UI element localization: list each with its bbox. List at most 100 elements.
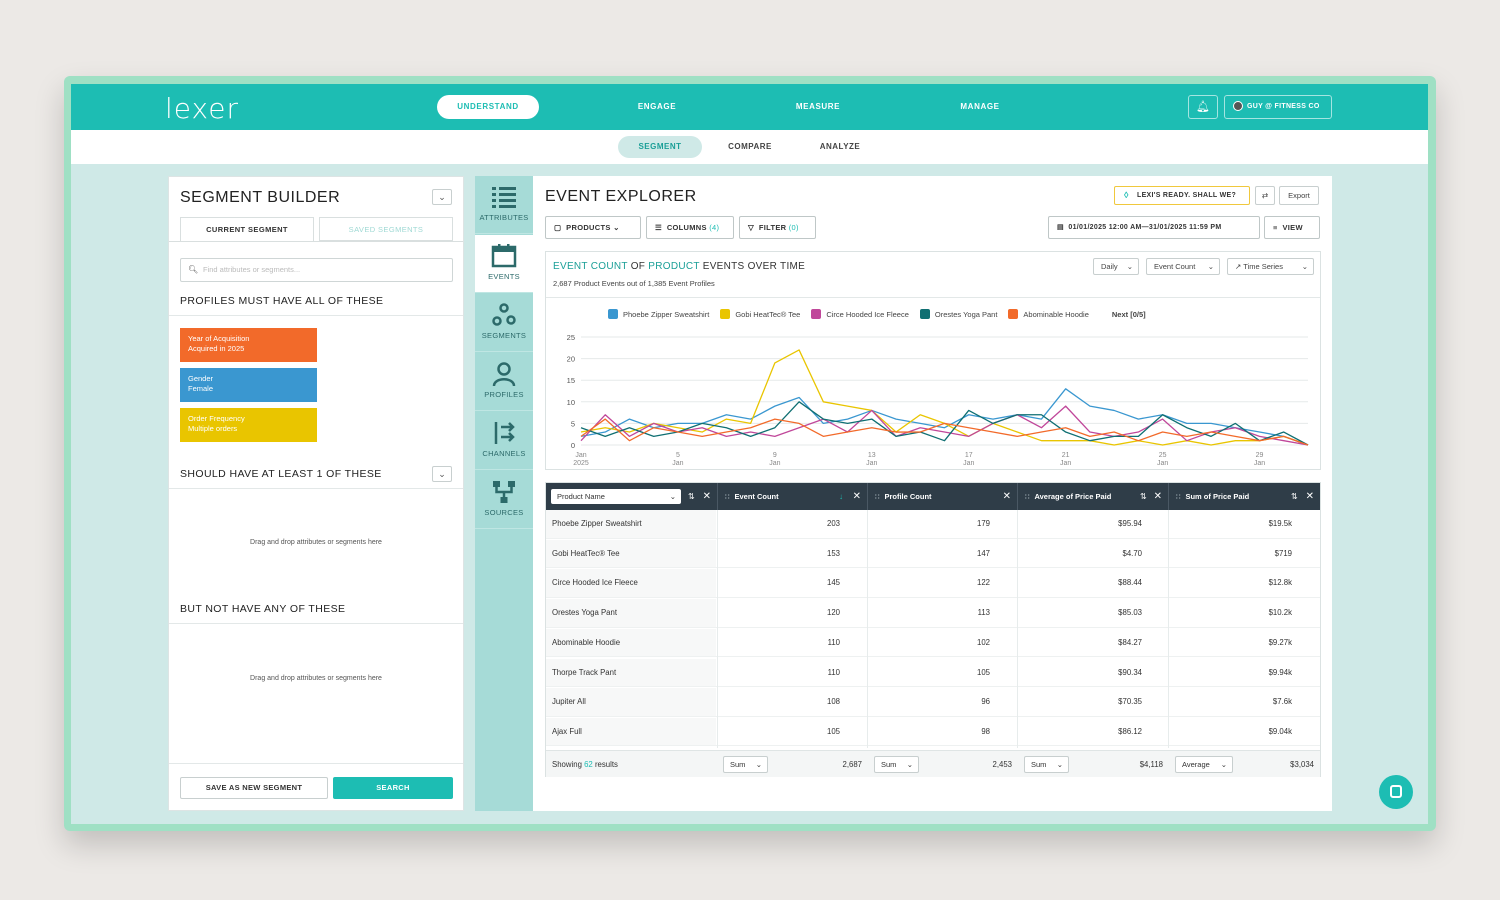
- table-row[interactable]: Ajax Full 105 98 $86.12 $9.04k: [546, 717, 1320, 747]
- x-tick-label: 13: [868, 452, 876, 459]
- legend-item[interactable]: Phoebe Zipper Sweatshirt: [608, 309, 709, 319]
- agg-select-event-count[interactable]: Sum ⌄: [723, 756, 768, 773]
- date-range-picker[interactable]: ▤ 01/01/2025 12:00 AM—31/01/2025 11:59 P…: [1048, 216, 1260, 239]
- products-dropdown[interactable]: ▢ PRODUCTS ⌄: [545, 216, 641, 239]
- agg-select-sum-price[interactable]: Average ⌄: [1175, 756, 1233, 773]
- not-drop-zone[interactable]: Drag and drop attributes or segments her…: [250, 675, 382, 682]
- filter-button[interactable]: ▽ FILTER (0): [739, 216, 816, 239]
- chevron-down-icon: ⌄: [1220, 760, 1227, 769]
- notifications-bell-icon[interactable]: 🔔︎: [1188, 95, 1218, 119]
- table-header: Product Name ⌄ ⇅ ✕ ∷ Event Count ↓ ✕ ∷ Profile…: [546, 483, 1320, 510]
- swap-icon[interactable]: ⇄: [1255, 186, 1275, 205]
- agg-select-average-price[interactable]: Sum ⌄: [1024, 756, 1069, 773]
- rail-sources[interactable]: SOURCES: [475, 471, 533, 529]
- tab-compare[interactable]: COMPARE: [728, 142, 772, 151]
- chip-order-frequency[interactable]: Order Frequency Multiple orders: [180, 408, 317, 442]
- sort-desc-icon: ↓: [839, 492, 843, 501]
- table-cell: $88.44: [1118, 578, 1142, 588]
- col-product-name[interactable]: Product Name ⌄ ⇅ ✕: [546, 483, 718, 510]
- chip-gender[interactable]: Gender Female: [180, 368, 317, 402]
- lexer-logo[interactable]: lexer: [165, 92, 239, 125]
- segment-search-input[interactable]: 🔍︎ Find attributes or segments...: [180, 258, 453, 282]
- list-icon: [492, 187, 516, 208]
- row-name-cell-bg: [546, 510, 716, 538]
- columns-button[interactable]: ☰ COLUMNS (4): [646, 216, 734, 239]
- chevron-down-icon: ⌄: [1056, 760, 1063, 769]
- table-row[interactable]: Circe Hooded Ice Fleece 145 122 $88.44 $12.8…: [546, 569, 1320, 598]
- collapse-chevron-icon[interactable]: ⌄: [432, 189, 452, 205]
- chevron-down-icon: ⌄: [1301, 262, 1308, 271]
- table-row[interactable]: Jupiter All 108 96 $70.35 $7.6k: [546, 688, 1320, 717]
- table-row[interactable]: Orestes Yoga Pant 120 113 $85.03 $10.2k: [546, 599, 1320, 628]
- sort-icon: ⇅: [1140, 492, 1147, 501]
- rail-label: ATTRIBUTES: [479, 213, 529, 222]
- agg-value: $4,118: [1139, 760, 1163, 769]
- table-cell: 102: [976, 637, 990, 647]
- search-button[interactable]: SEARCH: [333, 777, 453, 799]
- nav-engage[interactable]: ENGAGE: [637, 102, 677, 111]
- tab-analyze[interactable]: ANALYZE: [819, 142, 861, 151]
- series-line: [580, 401, 1309, 446]
- nav-measure[interactable]: MEASURE: [795, 102, 841, 111]
- legend-item[interactable]: Orestes Yoga Pant: [919, 309, 997, 319]
- user-menu[interactable]: GUY @ FITNESS CO: [1224, 95, 1332, 119]
- x-tick-label: Jan: [963, 460, 974, 467]
- chart-type-dropdown[interactable]: ↗ Time Series ⌄: [1227, 258, 1314, 275]
- chat-launcher-button[interactable]: [1379, 775, 1413, 809]
- row-name-cell-bg: [546, 717, 716, 746]
- legend-item[interactable]: Abominable Hoodie: [1008, 309, 1089, 319]
- table-cell: 108: [826, 697, 840, 707]
- should-drop-zone[interactable]: Drag and drop attributes or segments her…: [250, 539, 382, 546]
- view-button[interactable]: ≡ VIEW: [1264, 216, 1320, 239]
- product-name-select[interactable]: Product Name ⌄: [551, 489, 681, 504]
- save-segment-button[interactable]: SAVE AS NEW SEGMENT: [180, 777, 328, 799]
- interval-dropdown[interactable]: Daily ⌄: [1093, 258, 1139, 275]
- agg-select-profile-count[interactable]: Sum ⌄: [874, 756, 919, 773]
- col-profile-count[interactable]: ∷ Profile Count ✕: [868, 483, 1018, 510]
- rail-profiles[interactable]: PROFILES: [475, 353, 533, 411]
- tab-segment[interactable]: SEGMENT: [618, 136, 702, 158]
- col-separator: [867, 510, 868, 748]
- rail-events[interactable]: EVENTS: [475, 235, 533, 293]
- table-row[interactable]: Abominable Hoodie 110 102 $84.27 $9.27k: [546, 628, 1320, 658]
- table-row[interactable]: Gobi HeatTec® Tee 153 147 $4.70 $719: [546, 539, 1320, 569]
- results-table: Product Name ⌄ ⇅ ✕ ∷ Event Count ↓ ✕ ∷ Profile…: [545, 482, 1321, 777]
- chart-title: EVENT COUNT OF PRODUCT EVENTS OVER TIME: [553, 261, 806, 272]
- tab-saved-segments[interactable]: SAVED SEGMENTS: [319, 217, 453, 241]
- rail-label: PROFILES: [484, 390, 524, 399]
- table-cell: $9.04k: [1268, 726, 1292, 736]
- col-average-price[interactable]: ∷ Average of Price Paid ⇅ ✕: [1018, 483, 1169, 510]
- drag-handle-icon: ∷: [1025, 494, 1030, 501]
- chart-card: EVENT COUNT OF PRODUCT EVENTS OVER TIME …: [545, 251, 1321, 470]
- nav-understand[interactable]: UNDERSTAND: [437, 95, 539, 119]
- sort-icon: ⇅: [1291, 492, 1298, 501]
- table-cell: $85.03: [1118, 608, 1142, 618]
- legend-next-button[interactable]: Next [0/5]: [1111, 310, 1146, 319]
- col-event-count[interactable]: ∷ Event Count ↓ ✕: [718, 483, 868, 510]
- col-sum-price[interactable]: ∷ Sum of Price Paid ⇅ ✕: [1169, 483, 1320, 510]
- should-chevron-icon[interactable]: ⌄: [432, 466, 452, 482]
- legend-item[interactable]: Circe Hooded Ice Fleece: [811, 309, 909, 319]
- export-button[interactable]: Export: [1279, 186, 1319, 205]
- metric-dropdown[interactable]: Event Count ⌄: [1146, 258, 1220, 275]
- y-tick-label: 20: [567, 355, 575, 364]
- table-cell: $70.35: [1118, 697, 1142, 707]
- legend-item[interactable]: Gobi HeatTec® Tee: [720, 309, 800, 319]
- table-row[interactable]: Phoebe Zipper Sweatshirt 203 179 $95.94 $19.…: [546, 510, 1320, 539]
- table-cell: 96: [981, 697, 990, 707]
- rail-segments[interactable]: SEGMENTS: [475, 294, 533, 352]
- table-cell: 105: [976, 667, 990, 677]
- rail-channels[interactable]: CHANNELS: [475, 412, 533, 470]
- chip-value: Acquired in 2025: [188, 344, 245, 353]
- rail-attributes[interactable]: ATTRIBUTES: [475, 176, 533, 234]
- table-cell: $86.12: [1118, 726, 1142, 736]
- tab-current-segment[interactable]: CURRENT SEGMENT: [180, 217, 314, 241]
- nav-manage[interactable]: MANAGE: [960, 102, 1000, 111]
- table-row[interactable]: Thorpe Track Pant 110 105 $90.34 $9.94k: [546, 658, 1320, 688]
- lexi-button[interactable]: ◊ LEXI'S READY. SHALL WE?: [1114, 186, 1250, 205]
- chevron-down-icon: ⌄: [1207, 262, 1214, 271]
- chip-year-of-acquisition[interactable]: Year of Acquisition Acquired in 2025: [180, 328, 317, 362]
- table-cell: 110: [827, 637, 840, 647]
- bag-icon: ▢: [554, 223, 562, 232]
- view-label: VIEW: [1282, 223, 1303, 232]
